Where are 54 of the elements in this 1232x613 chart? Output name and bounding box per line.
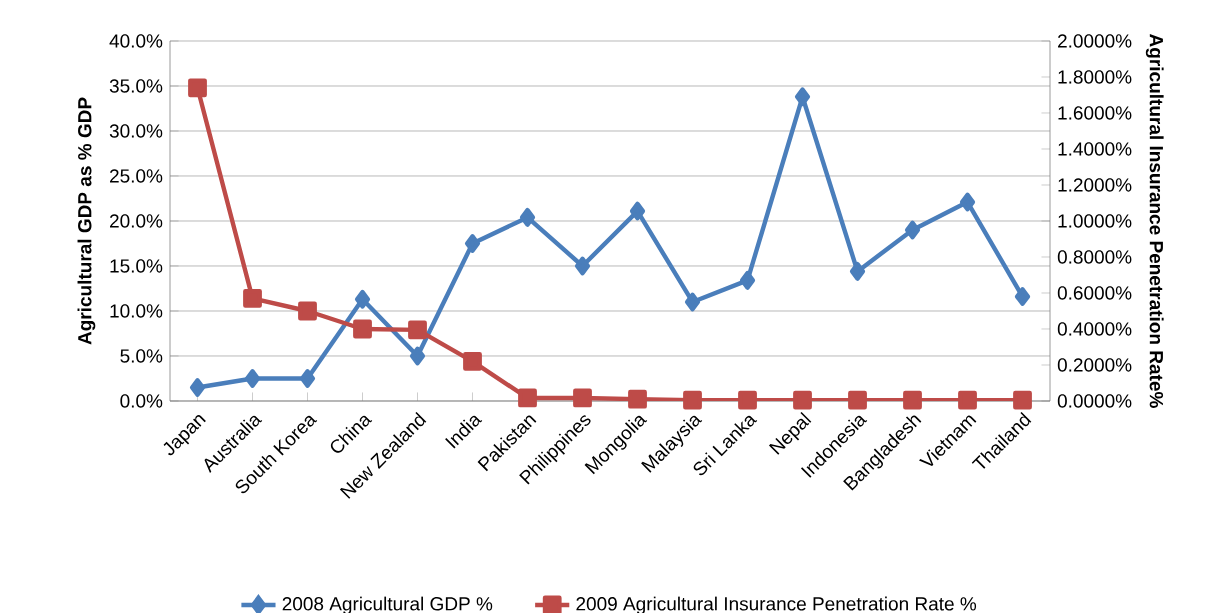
point [298,301,317,321]
y-tick-label: 0.0% [120,394,163,408]
point [573,388,592,408]
point [739,270,756,290]
y2-tick-label: 1.8000% [1058,70,1132,84]
point [463,351,482,371]
y2-tick-label: 0.4000% [1057,322,1132,336]
point [1013,390,1032,410]
y2-tick-label: 1.4000% [1058,142,1132,156]
y-tick-label: 15.0% [110,259,163,273]
y2-tick-label: 1.2000% [1058,178,1132,192]
point [353,319,372,339]
point [629,201,646,221]
point [628,389,647,409]
point [408,320,427,340]
y-axis-title: Agricultural GDP as % GDP [77,97,96,345]
point [849,261,866,281]
y-tick-label: 25.0% [110,169,163,183]
y-tick-label: 40.0% [109,34,163,48]
point [903,390,922,410]
y2-tick-label: 1.6000% [1058,106,1132,120]
point [738,390,757,410]
point [188,78,207,98]
y2-tick-label: 0.8000% [1057,250,1132,264]
y2-tick-label: 0.2000% [1057,358,1132,372]
point [464,234,481,253]
y-tick-label: 10.0% [110,304,163,318]
point [684,292,701,312]
y2-tick-label: 1.0000% [1058,214,1132,228]
y-tick-label: 35.0% [109,79,163,93]
point [848,390,867,410]
y-tick-label: 30.0% [109,124,163,138]
point [518,388,537,408]
point [244,369,261,388]
point [904,220,921,240]
y2-axis-title: Agricultural Insurance Penetration Rate% [1145,34,1164,408]
y-tick-label: 5.0% [120,349,163,363]
point [959,192,976,212]
point [683,390,702,410]
point [189,378,206,397]
point [409,346,426,366]
y2-tick-label: 0.0000% [1057,394,1132,408]
point [574,256,591,276]
point [519,207,536,227]
point [794,87,811,107]
point [354,289,371,309]
y-tick-label: 20.0% [110,214,163,228]
y2-tick-label: 2.0000% [1058,34,1132,48]
y2-tick-label: 0.6000% [1057,286,1132,300]
point [299,369,316,388]
point [958,390,977,410]
point [243,288,262,308]
point [1014,287,1031,306]
point [793,390,812,410]
